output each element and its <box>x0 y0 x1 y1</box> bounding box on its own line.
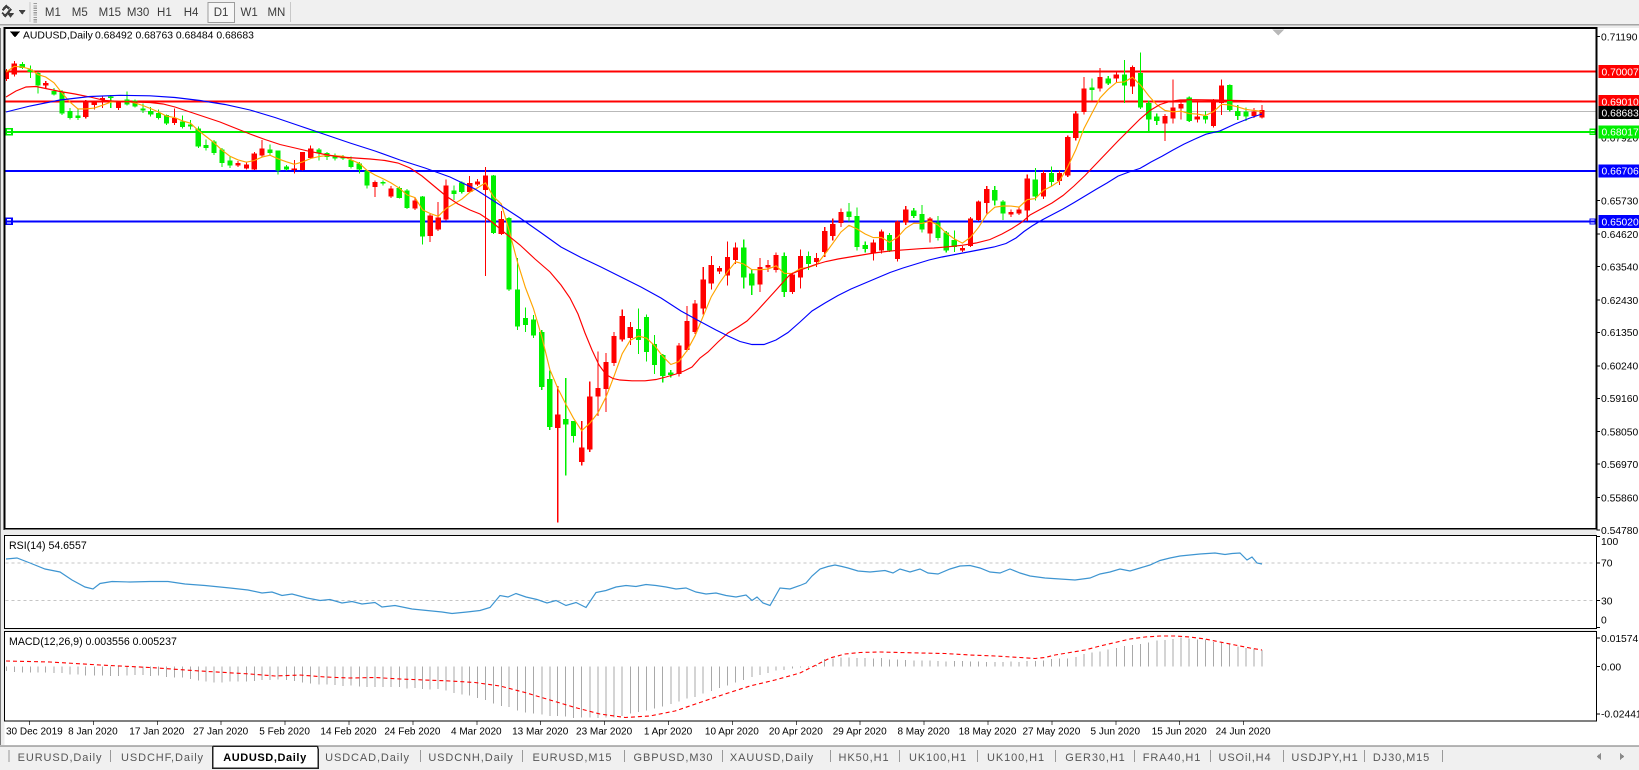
svg-text:0.68017: 0.68017 <box>1602 128 1639 139</box>
svg-text:0.68492 0.68763 0.68484 0.6868: 0.68492 0.68763 0.68484 0.68683 <box>95 31 254 42</box>
svg-text:0.68683: 0.68683 <box>1602 108 1639 119</box>
svg-text:AUDUSD,Daily: AUDUSD,Daily <box>23 31 94 42</box>
svg-text:0.60240: 0.60240 <box>1601 362 1638 373</box>
svg-text:27 May 2020: 27 May 2020 <box>1022 727 1080 738</box>
svg-text:USDJPY,H1: USDJPY,H1 <box>1291 752 1358 764</box>
svg-text:5 Feb 2020: 5 Feb 2020 <box>259 727 310 738</box>
svg-text:5 Jun 2020: 5 Jun 2020 <box>1091 727 1141 738</box>
svg-text:M1: M1 <box>45 7 61 19</box>
svg-text:0.62430: 0.62430 <box>1601 296 1638 307</box>
svg-text:14 Feb 2020: 14 Feb 2020 <box>320 727 377 738</box>
svg-text:RSI(14) 54.6557: RSI(14) 54.6557 <box>9 540 87 552</box>
svg-text:W1: W1 <box>240 7 257 19</box>
svg-text:EURUSD,M15: EURUSD,M15 <box>533 752 613 764</box>
svg-text:M5: M5 <box>72 7 88 19</box>
svg-text:0.69010: 0.69010 <box>1602 97 1639 108</box>
svg-text:17 Jan 2020: 17 Jan 2020 <box>129 727 184 738</box>
svg-text:0.55860: 0.55860 <box>1601 493 1638 504</box>
svg-text:MN: MN <box>267 7 285 19</box>
svg-text:USOil,H4: USOil,H4 <box>1218 752 1271 764</box>
svg-text:30 Dec 2019: 30 Dec 2019 <box>6 727 63 738</box>
svg-text:0.65020: 0.65020 <box>1602 217 1639 228</box>
svg-text:13 Mar 2020: 13 Mar 2020 <box>512 727 569 738</box>
svg-text:18 May 2020: 18 May 2020 <box>959 727 1017 738</box>
svg-text:USDCHF,Daily: USDCHF,Daily <box>121 752 204 764</box>
svg-text:0.64620: 0.64620 <box>1601 230 1638 241</box>
svg-text:D1: D1 <box>214 7 229 19</box>
svg-text:UK100,H1: UK100,H1 <box>987 752 1045 764</box>
svg-text:70: 70 <box>1601 559 1613 570</box>
svg-text:AUDUSD,Daily: AUDUSD,Daily <box>223 752 307 764</box>
svg-text:H4: H4 <box>184 7 199 19</box>
svg-text:M30: M30 <box>127 7 149 19</box>
svg-text:0.59160: 0.59160 <box>1601 394 1638 405</box>
svg-text:27 Jan 2020: 27 Jan 2020 <box>193 727 248 738</box>
svg-text:0: 0 <box>1601 616 1607 627</box>
svg-text:24 Jun 2020: 24 Jun 2020 <box>1216 727 1271 738</box>
svg-text:DJ30,M15: DJ30,M15 <box>1373 752 1430 764</box>
svg-text:8 Jan 2020: 8 Jan 2020 <box>68 727 118 738</box>
svg-text:0.61350: 0.61350 <box>1601 328 1638 339</box>
svg-text:1 Apr 2020: 1 Apr 2020 <box>644 727 693 738</box>
svg-text:H1: H1 <box>157 7 172 19</box>
svg-text:HK50,H1: HK50,H1 <box>839 752 890 764</box>
svg-text:GER30,H1: GER30,H1 <box>1065 752 1125 764</box>
svg-text:23 Mar 2020: 23 Mar 2020 <box>576 727 633 738</box>
svg-text:4 Mar 2020: 4 Mar 2020 <box>451 727 502 738</box>
svg-text:USDCAD,Daily: USDCAD,Daily <box>325 752 410 764</box>
svg-text:0.71190: 0.71190 <box>1601 32 1638 43</box>
svg-text:UK100,H1: UK100,H1 <box>909 752 967 764</box>
svg-text:30: 30 <box>1601 597 1613 608</box>
svg-text:FRA40,H1: FRA40,H1 <box>1143 752 1202 764</box>
svg-text:0.70007: 0.70007 <box>1602 67 1639 78</box>
svg-text:0.00: 0.00 <box>1601 663 1621 674</box>
svg-text:MACD(12,26,9) 0.003556 0.00523: MACD(12,26,9) 0.003556 0.005237 <box>9 636 177 648</box>
svg-text:15 Jun 2020: 15 Jun 2020 <box>1152 727 1207 738</box>
svg-text:M15: M15 <box>99 7 121 19</box>
svg-text:10 Apr 2020: 10 Apr 2020 <box>705 727 759 738</box>
svg-text:0.65730: 0.65730 <box>1601 197 1638 208</box>
svg-text:0.56970: 0.56970 <box>1601 460 1638 471</box>
svg-text:USDCNH,Daily: USDCNH,Daily <box>428 752 513 764</box>
svg-text:29 Apr 2020: 29 Apr 2020 <box>833 727 887 738</box>
svg-text:0.58050: 0.58050 <box>1601 427 1638 438</box>
svg-text:EURUSD,Daily: EURUSD,Daily <box>18 752 103 764</box>
svg-text:0.015741: 0.015741 <box>1601 634 1639 645</box>
svg-text:-0.024412: -0.024412 <box>1601 710 1639 721</box>
svg-text:8 May 2020: 8 May 2020 <box>897 727 950 738</box>
svg-text:XAUUSD,Daily: XAUUSD,Daily <box>730 752 814 764</box>
svg-text:0.63540: 0.63540 <box>1601 262 1638 273</box>
svg-text:0.66706: 0.66706 <box>1602 167 1639 178</box>
svg-text:24 Feb 2020: 24 Feb 2020 <box>384 727 441 738</box>
svg-text:GBPUSD,M30: GBPUSD,M30 <box>634 752 714 764</box>
svg-text:0.67920: 0.67920 <box>1601 134 1638 145</box>
svg-text:0.54780: 0.54780 <box>1601 526 1638 537</box>
svg-text:100: 100 <box>1601 537 1618 548</box>
svg-text:20 Apr 2020: 20 Apr 2020 <box>769 727 823 738</box>
